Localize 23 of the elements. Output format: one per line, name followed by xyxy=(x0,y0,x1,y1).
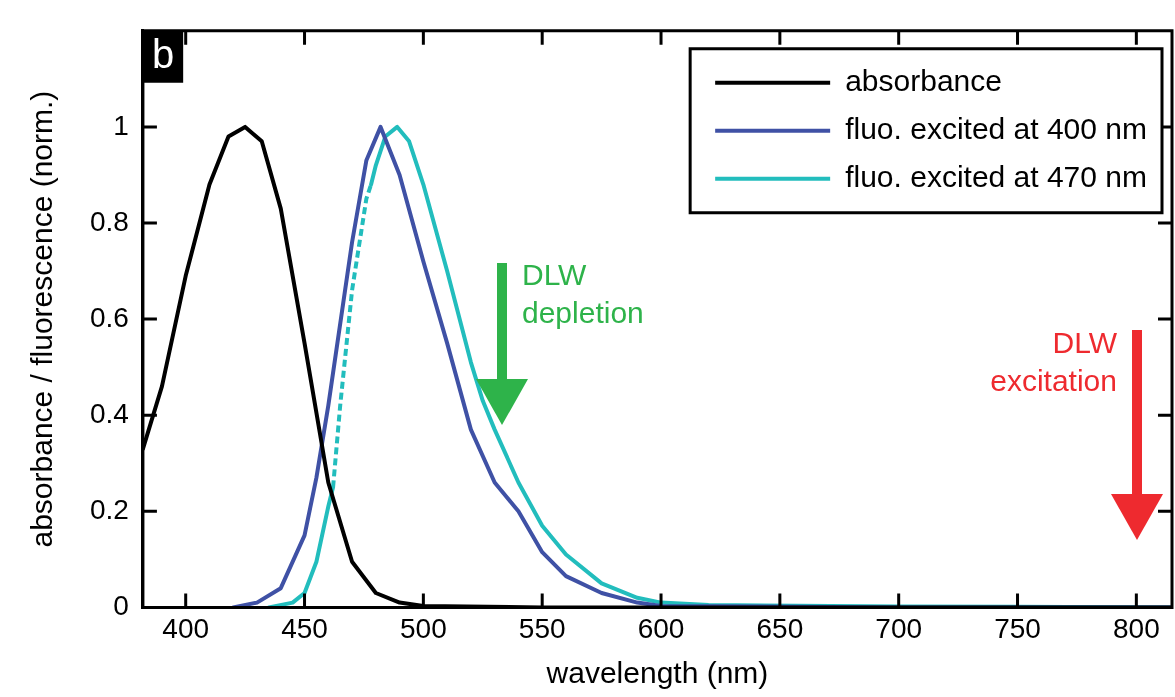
y-axis-title: absorbance / fluorescence (norm.) xyxy=(25,90,59,548)
legend-label: fluo. excited at 470 nm xyxy=(845,160,1148,194)
y-tick-label: 1 xyxy=(113,109,129,141)
x-tick-label: 750 xyxy=(994,612,1041,644)
y-tick-label: 0 xyxy=(113,590,129,622)
x-tick-label: 550 xyxy=(518,612,566,644)
y-tick-label: 0.2 xyxy=(89,494,129,526)
legend-label: absorbance xyxy=(845,64,1002,98)
x-tick-label: 650 xyxy=(756,612,804,644)
annotation: b xyxy=(151,31,175,76)
y-tick-label: 0.8 xyxy=(89,205,129,237)
y-tick-label: 0.6 xyxy=(89,301,129,333)
x-tick-label: 500 xyxy=(400,612,447,644)
x-tick-label: 700 xyxy=(875,612,923,644)
y-tick-label: 0.4 xyxy=(89,397,129,429)
x-tick-label: 450 xyxy=(281,612,328,644)
annotation: DLW depletion xyxy=(522,258,644,330)
x-tick-label: 600 xyxy=(637,612,685,644)
annotation: DLW excitation xyxy=(990,326,1118,398)
x-tick-label: 800 xyxy=(1112,612,1160,644)
x-tick-label: 400 xyxy=(162,612,210,644)
x-axis-title: wavelength (nm) xyxy=(545,656,769,690)
legend-label: fluo. excited at 400 nm xyxy=(845,112,1148,146)
